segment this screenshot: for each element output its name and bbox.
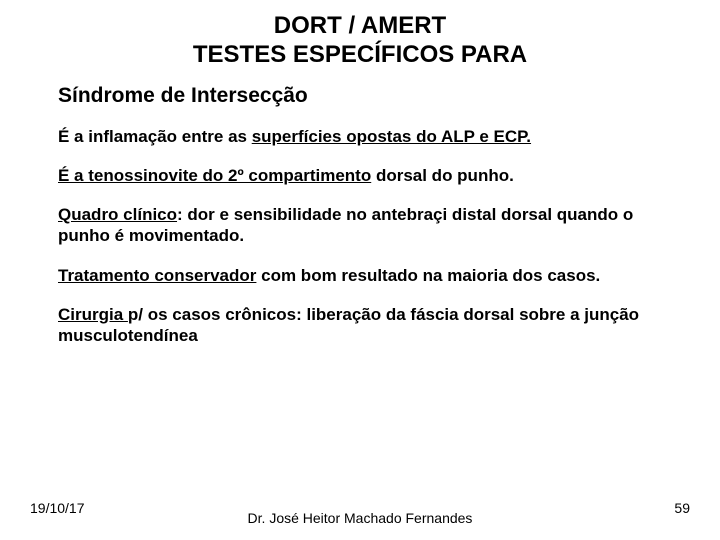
title-line-1: DORT / AMERT [40,12,680,41]
paragraph-2: É a tenossinovite do 2º compartimento do… [58,165,680,186]
footer-author: Dr. José Heitor Machado Fernandes [0,510,720,526]
p4-emph: Tratamento conservador [58,266,256,285]
p5-emph1: Cirurgia [58,305,128,324]
body-text: É a inflamação entre as superfícies opos… [58,126,680,347]
paragraph-5: Cirurgia p/ os casos crônicos: liberação… [58,304,680,347]
subtitle: Síndrome de Intersecção [58,84,680,108]
title-line-2: TESTES ESPECÍFICOS PARA [40,41,680,70]
paragraph-1: É a inflamação entre as superfícies opos… [58,126,680,147]
p5-mid: p/ os casos crônicos [128,305,296,324]
slide: DORT / AMERT TESTES ESPECÍFICOS PARA Sín… [0,0,720,540]
p1-lead: É a inflamação entre as [58,127,252,146]
p2-emph: É a tenossinovite do 2º compartimento [58,166,371,185]
p4-rest: com bom resultado na maioria dos casos. [256,266,600,285]
footer-page-number: 59 [674,500,690,516]
p1-emph: superfícies opostas do ALP e ECP. [252,127,531,146]
p3-emph: Quadro clínico [58,205,177,224]
paragraph-3: Quadro clínico: dor e sensibilidade no a… [58,204,680,247]
footer-author-text: Dr. José Heitor Machado Fernandes [248,510,473,526]
slide-title: DORT / AMERT TESTES ESPECÍFICOS PARA [40,12,680,70]
paragraph-4: Tratamento conservador com bom resultado… [58,265,680,286]
p2-rest: dorsal do punho. [371,166,514,185]
